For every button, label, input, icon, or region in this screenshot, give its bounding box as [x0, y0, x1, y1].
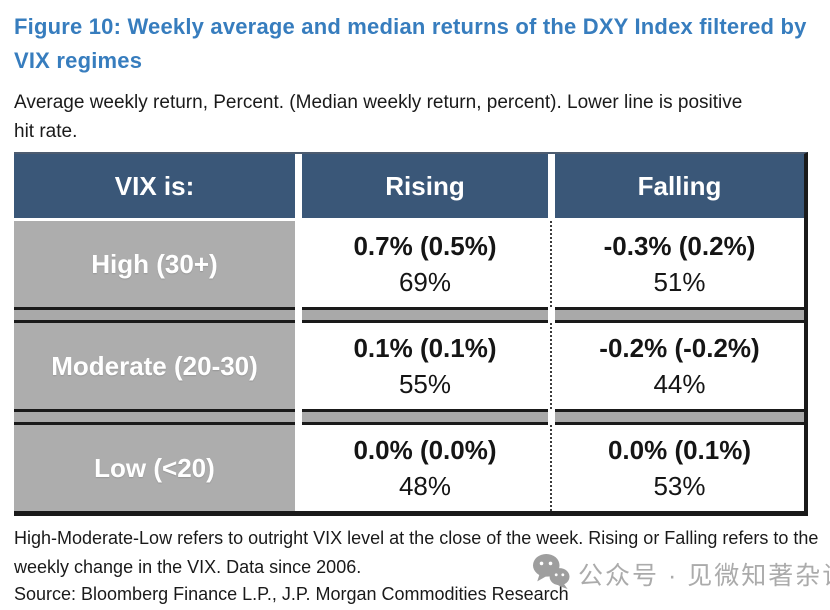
row-separator — [14, 409, 804, 425]
avg-median-return: 0.1% (0.1%) — [353, 333, 497, 363]
separator-gap — [295, 409, 302, 425]
table-row-high: High (30+) 0.7% (0.5%) 69% -0.3% (0.2%) … — [14, 221, 804, 307]
dotted-column-divider — [548, 221, 555, 307]
cell-high-rising: 0.7% (0.5%) 69% — [302, 221, 548, 307]
figure-subtitle: Average weekly return, Percent. (Median … — [14, 92, 743, 142]
figure-title: Figure 10: Weekly average and median ret… — [14, 14, 807, 73]
vix-returns-table: VIX is: Rising Falling High (30+) 0.7% (… — [14, 152, 808, 516]
row-label-moderate: Moderate (20-30) — [14, 323, 295, 409]
figure-footnote: High-Moderate-Low refers to outright VIX… — [14, 528, 819, 577]
row-separator — [14, 307, 804, 323]
separator-segment — [555, 409, 804, 425]
avg-median-return: -0.2% (-0.2%) — [599, 333, 760, 363]
header-cell-rising: Rising — [302, 154, 548, 218]
avg-median-return: 0.7% (0.5%) — [353, 231, 497, 261]
cell-moderate-falling: -0.2% (-0.2%) 44% — [555, 323, 804, 409]
separator-gap — [548, 409, 555, 425]
separator-segment — [302, 307, 548, 323]
cell-moderate-rising: 0.1% (0.1%) 55% — [302, 323, 548, 409]
separator-segment — [555, 307, 804, 323]
cell-low-rising: 0.0% (0.0%) 48% — [302, 425, 548, 511]
header-cell-falling: Falling — [555, 154, 804, 218]
separator-segment — [14, 409, 295, 425]
cell-low-falling: 0.0% (0.1%) 53% — [555, 425, 804, 511]
row-label-low: Low (<20) — [14, 425, 295, 511]
avg-median-return: -0.3% (0.2%) — [603, 231, 756, 261]
avg-median-return: 0.0% (0.1%) — [607, 435, 752, 465]
column-gap — [295, 154, 302, 218]
separator-segment — [14, 307, 295, 323]
positive-hit-rate: 53% — [653, 471, 706, 501]
positive-hit-rate: 44% — [653, 369, 706, 399]
table-row-low: Low (<20) 0.0% (0.0%) 48% 0.0% (0.1%) 53… — [14, 425, 804, 511]
separator-gap — [295, 307, 302, 323]
table-header-row: VIX is: Rising Falling — [14, 154, 804, 218]
figure-source: Source: Bloomberg Finance L.P., J.P. Mor… — [14, 584, 569, 604]
positive-hit-rate: 55% — [398, 369, 452, 399]
table-row-moderate: Moderate (20-30) 0.1% (0.1%) 55% -0.2% (… — [14, 323, 804, 409]
dotted-column-divider — [548, 323, 555, 409]
header-cell-vix-is: VIX is: — [14, 154, 295, 218]
dotted-column-divider — [548, 425, 555, 511]
row-label-high: High (30+) — [14, 221, 295, 307]
column-gap — [295, 323, 302, 409]
positive-hit-rate: 51% — [653, 267, 706, 297]
column-gap — [295, 425, 302, 511]
positive-hit-rate: 69% — [398, 267, 452, 297]
separator-gap — [548, 307, 555, 323]
column-gap — [548, 154, 555, 218]
separator-segment — [302, 409, 548, 425]
cell-high-falling: -0.3% (0.2%) 51% — [555, 221, 804, 307]
header-divider — [14, 218, 804, 221]
column-gap — [295, 221, 302, 307]
positive-hit-rate: 48% — [398, 471, 452, 501]
avg-median-return: 0.0% (0.0%) — [353, 435, 497, 465]
